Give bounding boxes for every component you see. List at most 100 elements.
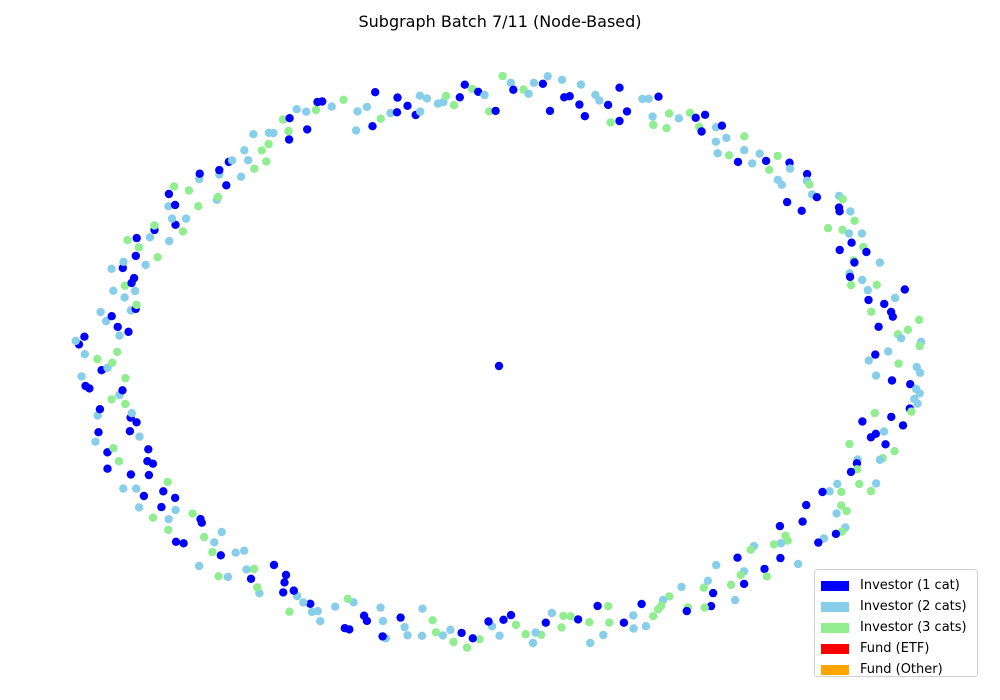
graph-node (711, 137, 721, 146)
graph-node (850, 216, 859, 225)
graph-node (150, 221, 159, 230)
graph-node (862, 247, 871, 257)
graph-node (736, 570, 745, 580)
graph-node (278, 115, 288, 124)
graph-node (285, 114, 294, 123)
graph-node (126, 470, 136, 479)
graph-node (103, 448, 112, 457)
graph-node (289, 586, 298, 595)
graph-node (129, 273, 139, 283)
graph-node (284, 135, 294, 144)
graph-node (368, 122, 377, 131)
graph-node (438, 631, 447, 640)
graph-node (119, 257, 128, 266)
graph-node (299, 598, 308, 607)
graph-node (307, 607, 316, 617)
graph-node (733, 157, 743, 167)
graph-node (864, 295, 873, 305)
graph-node (306, 599, 315, 608)
graph-node (93, 354, 102, 364)
graph-node (303, 125, 312, 134)
graph-node (184, 186, 194, 195)
graph-node (498, 71, 507, 81)
graph-node (240, 546, 249, 555)
graph-node (682, 606, 691, 616)
graph-node (103, 464, 112, 473)
graph-node (818, 487, 827, 497)
graph-node (123, 235, 132, 245)
graph-node (144, 470, 154, 480)
graph-node (875, 455, 885, 464)
graph-node (573, 615, 583, 624)
legend-label-investor-3-cats: Investor (3 cats) (860, 620, 967, 635)
graph-node (674, 114, 683, 123)
graph-node (814, 538, 823, 547)
graph-node (740, 132, 749, 141)
graph-node (838, 225, 847, 235)
graph-node (431, 628, 441, 637)
graph-node (195, 561, 204, 571)
graph-node (852, 459, 862, 468)
graph-node (867, 307, 876, 316)
graph-node (195, 169, 204, 178)
graph-node (257, 146, 266, 155)
graph-node (171, 220, 180, 229)
graph-node (222, 181, 231, 190)
graph-node (121, 399, 130, 409)
graph-node (181, 214, 191, 223)
graph-node (797, 206, 806, 215)
graph-node (376, 114, 385, 123)
graph-node (782, 197, 792, 207)
graph-node (460, 80, 469, 89)
legend-item-fund-etf: Fund (ETF) (821, 638, 969, 659)
graph-node (428, 616, 437, 625)
graph-node (888, 312, 897, 321)
graph-node (130, 286, 140, 296)
graph-node (91, 437, 100, 446)
graph-node (101, 316, 111, 326)
graph-node (761, 156, 771, 166)
graph-node (746, 545, 755, 554)
graph-node (216, 551, 225, 560)
graph-node (835, 207, 844, 216)
graph-node (775, 521, 785, 531)
graph-node (134, 503, 144, 512)
graph-node (124, 327, 133, 336)
graph-node (109, 286, 118, 295)
graph-node (543, 72, 552, 81)
graph-node (845, 439, 854, 449)
graph-node (331, 602, 340, 611)
graph-node (700, 603, 709, 612)
graph-node (284, 126, 293, 136)
graph-node (524, 89, 533, 99)
graph-node (915, 341, 924, 351)
graph-node (825, 487, 834, 496)
graph-node (700, 110, 710, 120)
legend-label-investor-2-cats: Investor (2 cats) (860, 599, 967, 614)
graph-node (242, 565, 251, 574)
graph-node (858, 275, 867, 285)
graph-node (531, 628, 540, 637)
graph-node (316, 617, 325, 626)
graph-node (580, 112, 590, 121)
graph-node (898, 421, 908, 430)
graph-node (164, 202, 173, 211)
graph-node (871, 350, 880, 359)
graph-node (94, 428, 103, 437)
graph-node (171, 537, 181, 546)
graph-node (400, 623, 409, 632)
graph-node (253, 583, 262, 592)
graph-node (113, 322, 122, 332)
graph-node (96, 307, 105, 317)
graph-node (914, 315, 924, 325)
graph-node (164, 189, 174, 199)
graph-node (755, 149, 764, 158)
graph-node (240, 146, 249, 155)
graph-node (603, 100, 613, 110)
graph-node (835, 245, 844, 255)
graph-node (879, 427, 889, 436)
graph-node (281, 570, 291, 580)
graph-node (894, 359, 903, 368)
graph-node (113, 347, 122, 357)
graph-node (606, 118, 615, 127)
